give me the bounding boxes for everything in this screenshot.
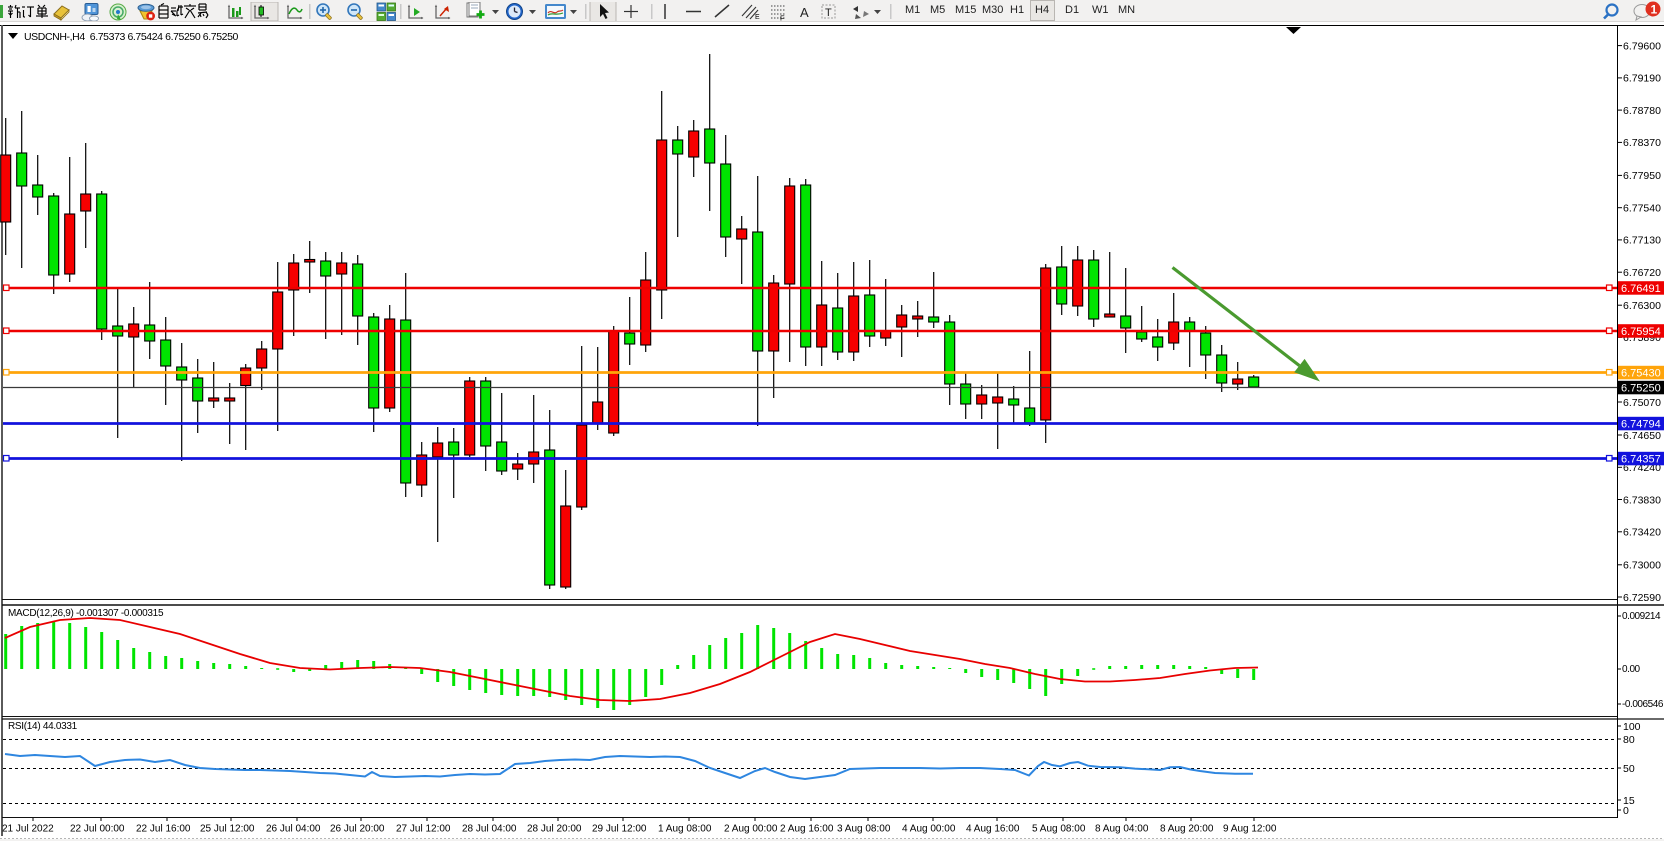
svg-text:A: A [800, 5, 809, 20]
svg-text:50: 50 [1623, 763, 1635, 775]
svg-text:4 Aug 16:00: 4 Aug 16:00 [966, 824, 1020, 835]
svg-text:6.72590: 6.72590 [1623, 592, 1661, 604]
svg-text:6.78780: 6.78780 [1623, 105, 1661, 117]
svg-text:6.77950: 6.77950 [1623, 170, 1661, 182]
svg-text:27 Jul 12:00: 27 Jul 12:00 [396, 824, 451, 835]
svg-text:4 Aug 00:00: 4 Aug 00:00 [902, 824, 956, 835]
svg-text:2 Aug 00:00: 2 Aug 00:00 [724, 824, 778, 835]
svg-text:6.75070: 6.75070 [1623, 397, 1661, 409]
svg-text:MACD(12,26,9) -0.001307 -0.000: MACD(12,26,9) -0.001307 -0.000315 [8, 608, 164, 619]
svg-text:3 Aug 08:00: 3 Aug 08:00 [837, 824, 891, 835]
svg-text:6.76720: 6.76720 [1623, 267, 1661, 279]
svg-text:2 Aug 16:00: 2 Aug 16:00 [780, 824, 834, 835]
svg-text:6.77540: 6.77540 [1623, 203, 1661, 215]
svg-text:28 Jul 04:00: 28 Jul 04:00 [462, 824, 517, 835]
svg-text:22 Jul 00:00: 22 Jul 00:00 [70, 824, 125, 835]
svg-text:6.77130: 6.77130 [1623, 235, 1661, 247]
svg-text:6.75954: 6.75954 [1621, 326, 1661, 338]
svg-text:6.73000: 6.73000 [1623, 560, 1661, 572]
svg-text:9 Aug 12:00: 9 Aug 12:00 [1223, 824, 1277, 835]
svg-text:-0.006546: -0.006546 [1622, 699, 1664, 710]
svg-text:80: 80 [1623, 734, 1635, 746]
svg-text:25 Jul 12:00: 25 Jul 12:00 [200, 824, 255, 835]
svg-text:F: F [780, 14, 785, 22]
svg-text:6.79190: 6.79190 [1623, 73, 1661, 85]
svg-text:15: 15 [1623, 795, 1635, 807]
svg-text:26 Jul 04:00: 26 Jul 04:00 [266, 824, 321, 835]
svg-text:1 Aug 08:00: 1 Aug 08:00 [658, 824, 712, 835]
svg-text:0.009214: 0.009214 [1622, 611, 1661, 622]
svg-text:6.75250: 6.75250 [1621, 383, 1661, 395]
svg-text:1: 1 [1651, 3, 1658, 17]
svg-text:USDCNH-,H4 6.75373 6.75424 6.: USDCNH-,H4 6.75373 6.75424 6.75250 6.752… [24, 31, 239, 43]
svg-text:RSI(14) 44.0331: RSI(14) 44.0331 [8, 721, 78, 732]
svg-text:6.74794: 6.74794 [1621, 419, 1661, 431]
svg-text:T: T [825, 7, 832, 19]
svg-text:6.75430: 6.75430 [1621, 368, 1661, 380]
svg-text:0: 0 [1623, 805, 1629, 817]
svg-text:6.78370: 6.78370 [1623, 137, 1661, 149]
svg-text:6.74357: 6.74357 [1621, 454, 1661, 466]
svg-text:26 Jul 20:00: 26 Jul 20:00 [330, 824, 385, 835]
svg-text:28 Jul 20:00: 28 Jul 20:00 [527, 824, 582, 835]
svg-text:100: 100 [1623, 721, 1641, 733]
svg-text:22 Jul 16:00: 22 Jul 16:00 [136, 824, 191, 835]
svg-text:29 Jul 12:00: 29 Jul 12:00 [592, 824, 647, 835]
svg-text:6.76491: 6.76491 [1621, 283, 1661, 295]
svg-text:6.73420: 6.73420 [1623, 527, 1661, 539]
svg-text:5 Aug 08:00: 5 Aug 08:00 [1032, 824, 1086, 835]
svg-text:8 Aug 04:00: 8 Aug 04:00 [1095, 824, 1149, 835]
svg-text:6.74650: 6.74650 [1623, 430, 1661, 442]
svg-text:0.00: 0.00 [1622, 664, 1641, 675]
svg-text:8 Aug 20:00: 8 Aug 20:00 [1160, 824, 1214, 835]
svg-text:21 Jul 2022: 21 Jul 2022 [2, 824, 54, 835]
svg-text:E: E [755, 14, 760, 21]
svg-text:6.73830: 6.73830 [1623, 494, 1661, 506]
svg-text:6.76300: 6.76300 [1623, 300, 1661, 312]
svg-text:6.79600: 6.79600 [1623, 40, 1661, 52]
